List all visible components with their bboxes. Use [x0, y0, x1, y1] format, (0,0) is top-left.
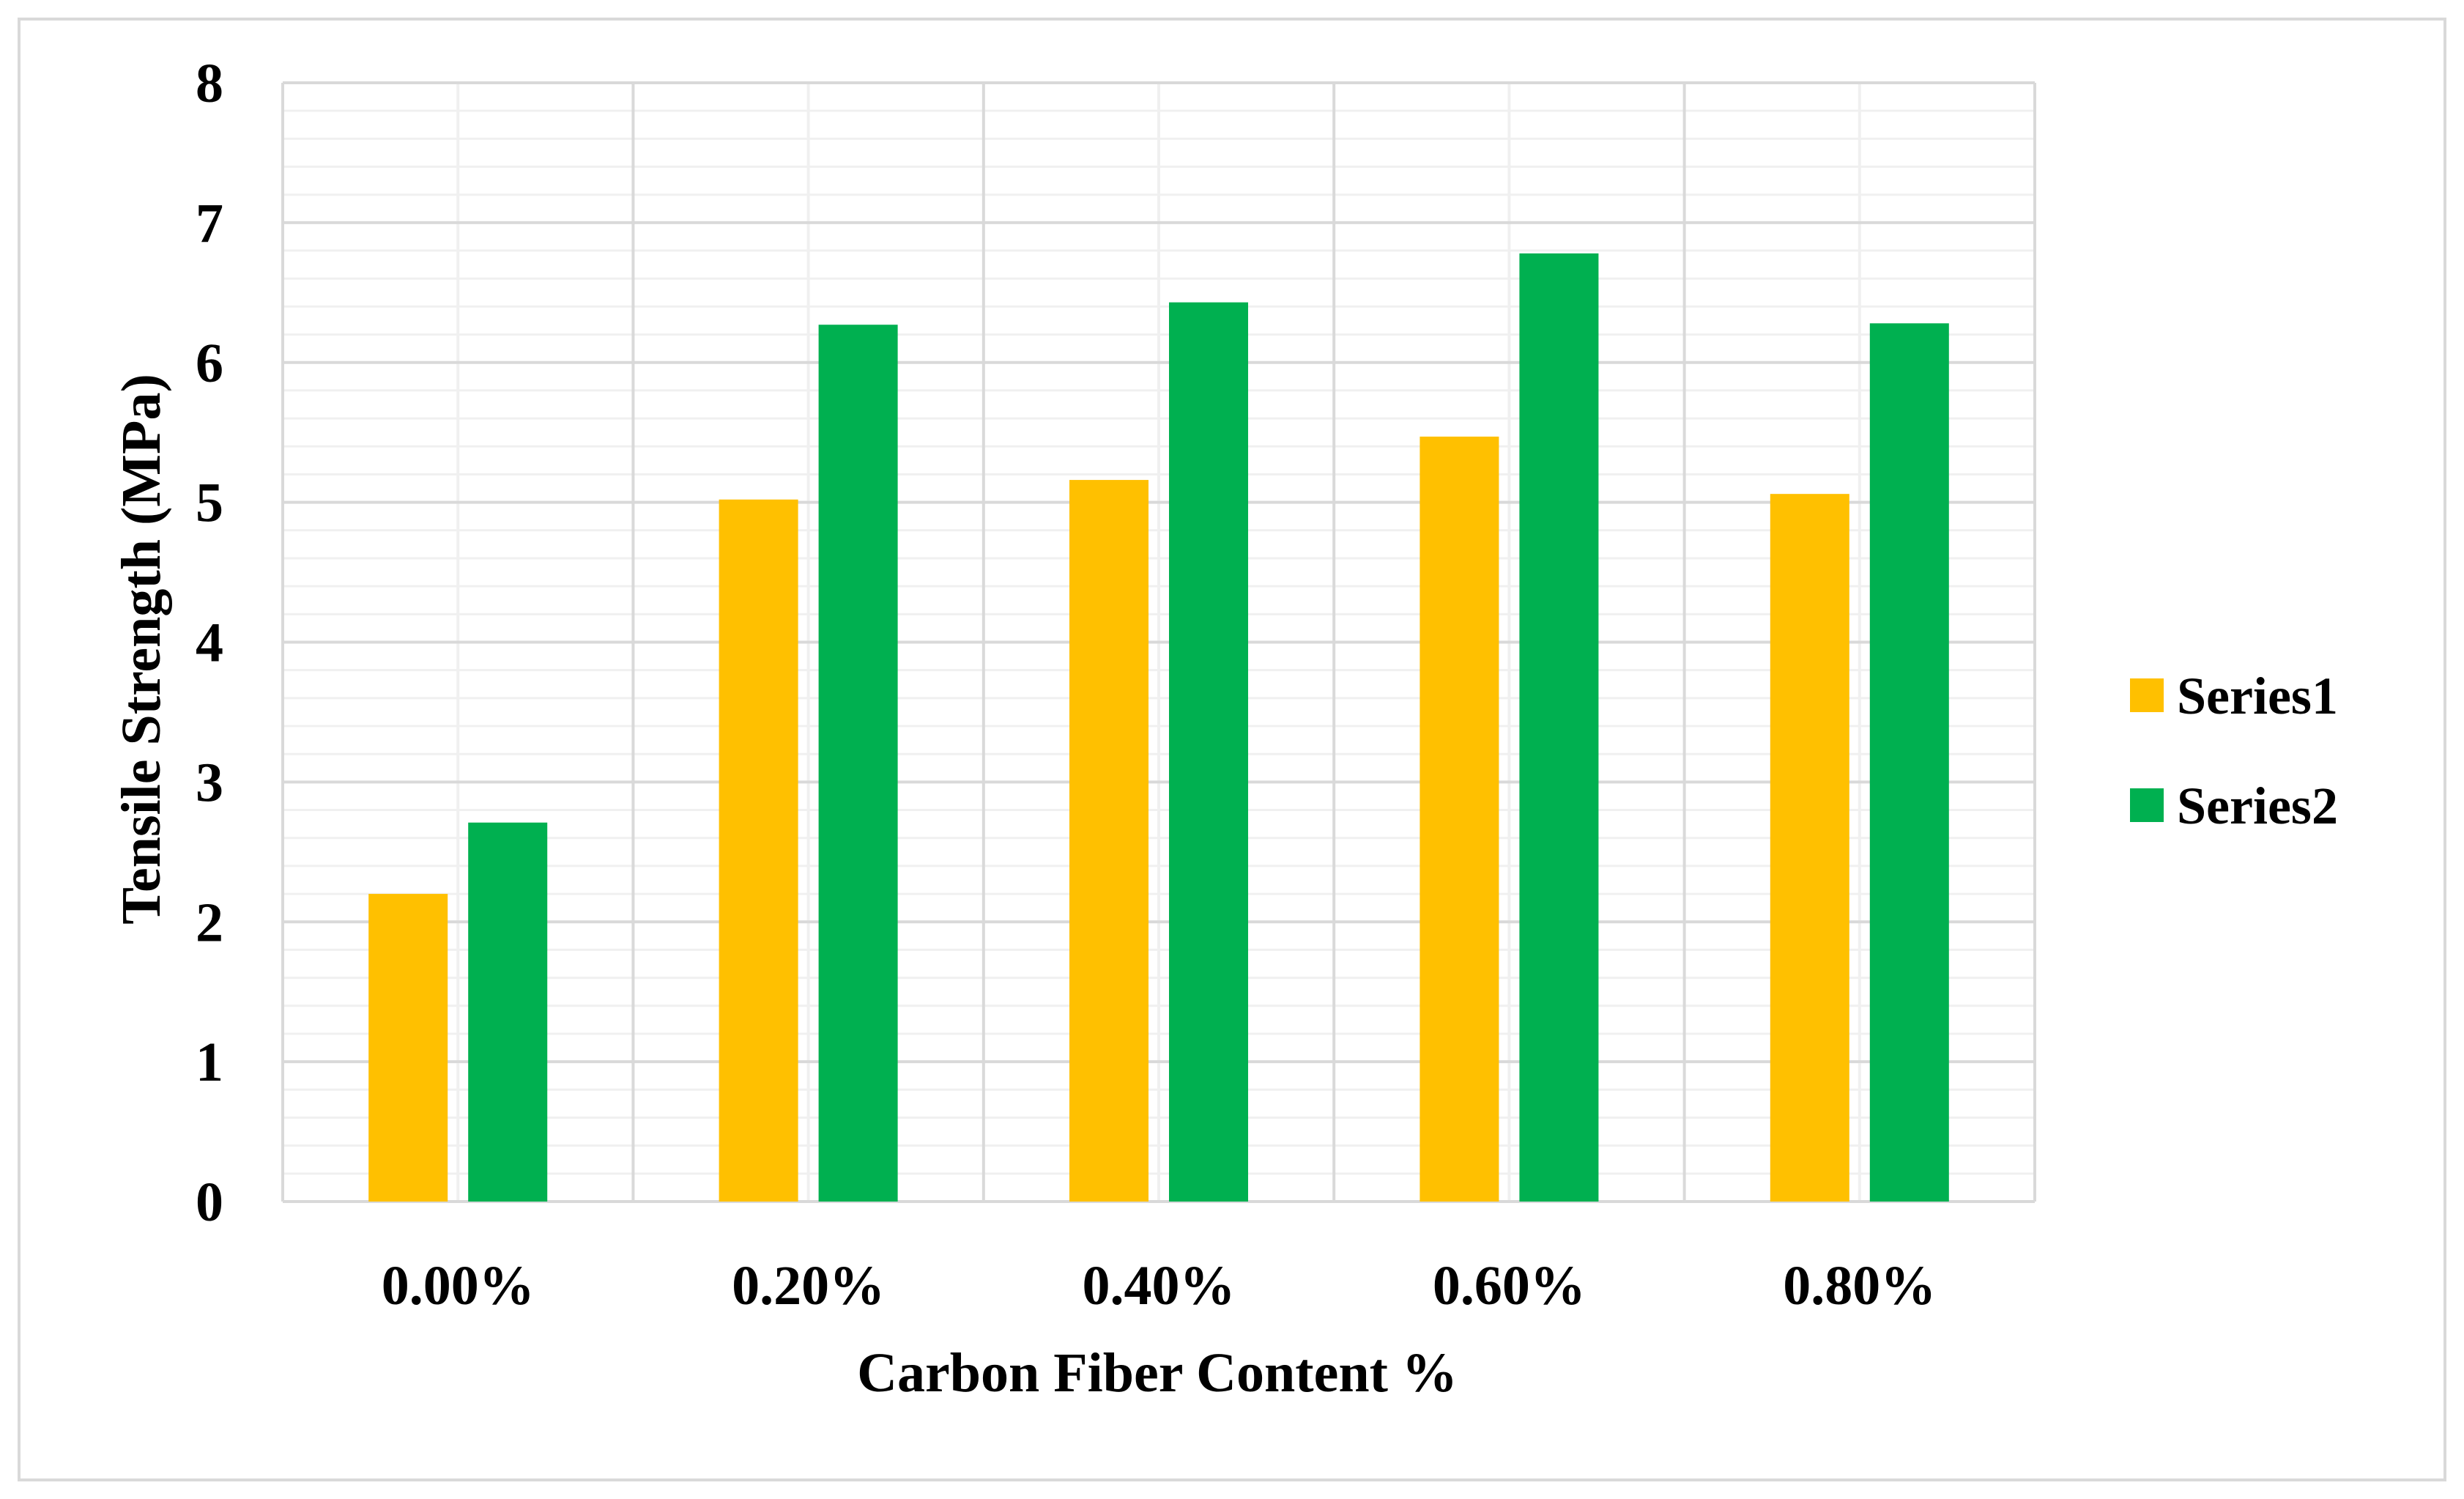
y-tick-label: 1 [196, 1032, 223, 1093]
x-tick-label: 0.00% [382, 1255, 535, 1317]
bar-series2-0 [468, 822, 548, 1202]
x-axis-title: Carbon Fiber Content % [857, 1342, 1458, 1404]
bar-series1-3 [1420, 436, 1499, 1202]
y-tick-label: 8 [196, 53, 223, 114]
y-tick-label: 5 [196, 473, 223, 534]
y-tick-label: 2 [196, 892, 223, 953]
bar-series2-2 [1169, 302, 1248, 1202]
y-tick-labels: 0 1 2 3 4 5 6 7 8 [196, 53, 223, 1233]
grid-layer [281, 81, 2036, 1203]
bar-series2-3 [1519, 253, 1599, 1202]
x-tick-label: 0.60% [1433, 1255, 1586, 1317]
bar-layer [368, 253, 1949, 1202]
bar-series1-1 [719, 499, 798, 1202]
y-tick-label: 6 [196, 333, 223, 394]
bar-series1-0 [368, 894, 448, 1202]
y-tick-label: 7 [196, 193, 223, 254]
legend-swatch-series1 [2130, 678, 2164, 712]
bar-series1-4 [1770, 494, 1849, 1202]
bar-series2-1 [818, 325, 898, 1202]
y-tick-label: 0 [196, 1172, 223, 1233]
bar-series2-4 [1869, 323, 1949, 1202]
legend-swatch-series2 [2130, 788, 2164, 822]
x-tick-label: 0.20% [732, 1255, 885, 1317]
y-tick-label: 4 [196, 612, 223, 674]
legend-label-series2: Series2 [2177, 777, 2338, 835]
legend: Series1 Series2 [2130, 667, 2338, 835]
bar-series1-2 [1069, 480, 1148, 1202]
x-tick-label: 0.80% [1783, 1255, 1936, 1317]
y-tick-label: 3 [196, 752, 223, 813]
legend-label-series1: Series1 [2177, 667, 2338, 725]
x-tick-labels: 0.00% 0.20% 0.40% 0.60% 0.80% [382, 1255, 1937, 1317]
x-tick-label: 0.40% [1083, 1255, 1236, 1317]
y-axis-title: Tensile Strength (MPa) [111, 374, 172, 925]
